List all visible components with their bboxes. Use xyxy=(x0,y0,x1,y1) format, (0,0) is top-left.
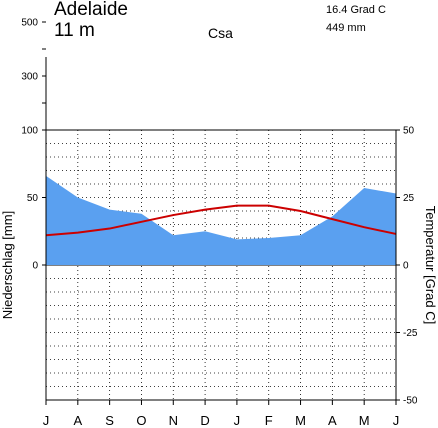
climate-class: Csa xyxy=(208,25,233,41)
right-axis-label: Temperatur [Grad C] xyxy=(423,206,438,325)
right-tick-label: 0 xyxy=(403,261,409,272)
month-label: N xyxy=(169,413,178,428)
left-tick-label: 100 xyxy=(21,126,38,137)
left-tick-label: 50 xyxy=(27,193,39,204)
station-name: Adelaide xyxy=(54,0,128,20)
month-label: A xyxy=(328,413,337,428)
axes xyxy=(42,21,400,405)
month-label: S xyxy=(105,413,114,428)
month-label: O xyxy=(136,413,146,428)
month-label: F xyxy=(265,413,273,428)
month-label: J xyxy=(393,413,400,428)
annual-precipitation: 449 mm xyxy=(326,22,366,34)
left-tick-label: 500 xyxy=(21,18,38,29)
left-axis-label: Niederschlag [mm] xyxy=(0,211,15,319)
month-label: M xyxy=(359,413,370,428)
month-label: D xyxy=(200,413,209,428)
left-tick-label: 300 xyxy=(21,72,38,83)
month-label: A xyxy=(73,413,82,428)
station-elevation: 11 m xyxy=(54,20,95,41)
left-tick-label: 0 xyxy=(32,261,38,272)
temperature-line xyxy=(45,204,397,237)
tick-labels: 0 50 100 300 500 -50 -25 0 25 50 J A S O N D J F M A M J xyxy=(21,18,418,428)
right-tick-label: 50 xyxy=(403,126,415,137)
month-label: J xyxy=(234,413,241,428)
right-tick-label: 25 xyxy=(403,193,415,204)
right-tick-label: -50 xyxy=(403,396,418,407)
month-label: J xyxy=(43,413,50,428)
month-label: M xyxy=(295,413,306,428)
mean-temperature: 16.4 Grad C xyxy=(326,4,386,16)
right-tick-label: -25 xyxy=(403,328,418,339)
precipitation-area xyxy=(46,175,396,265)
